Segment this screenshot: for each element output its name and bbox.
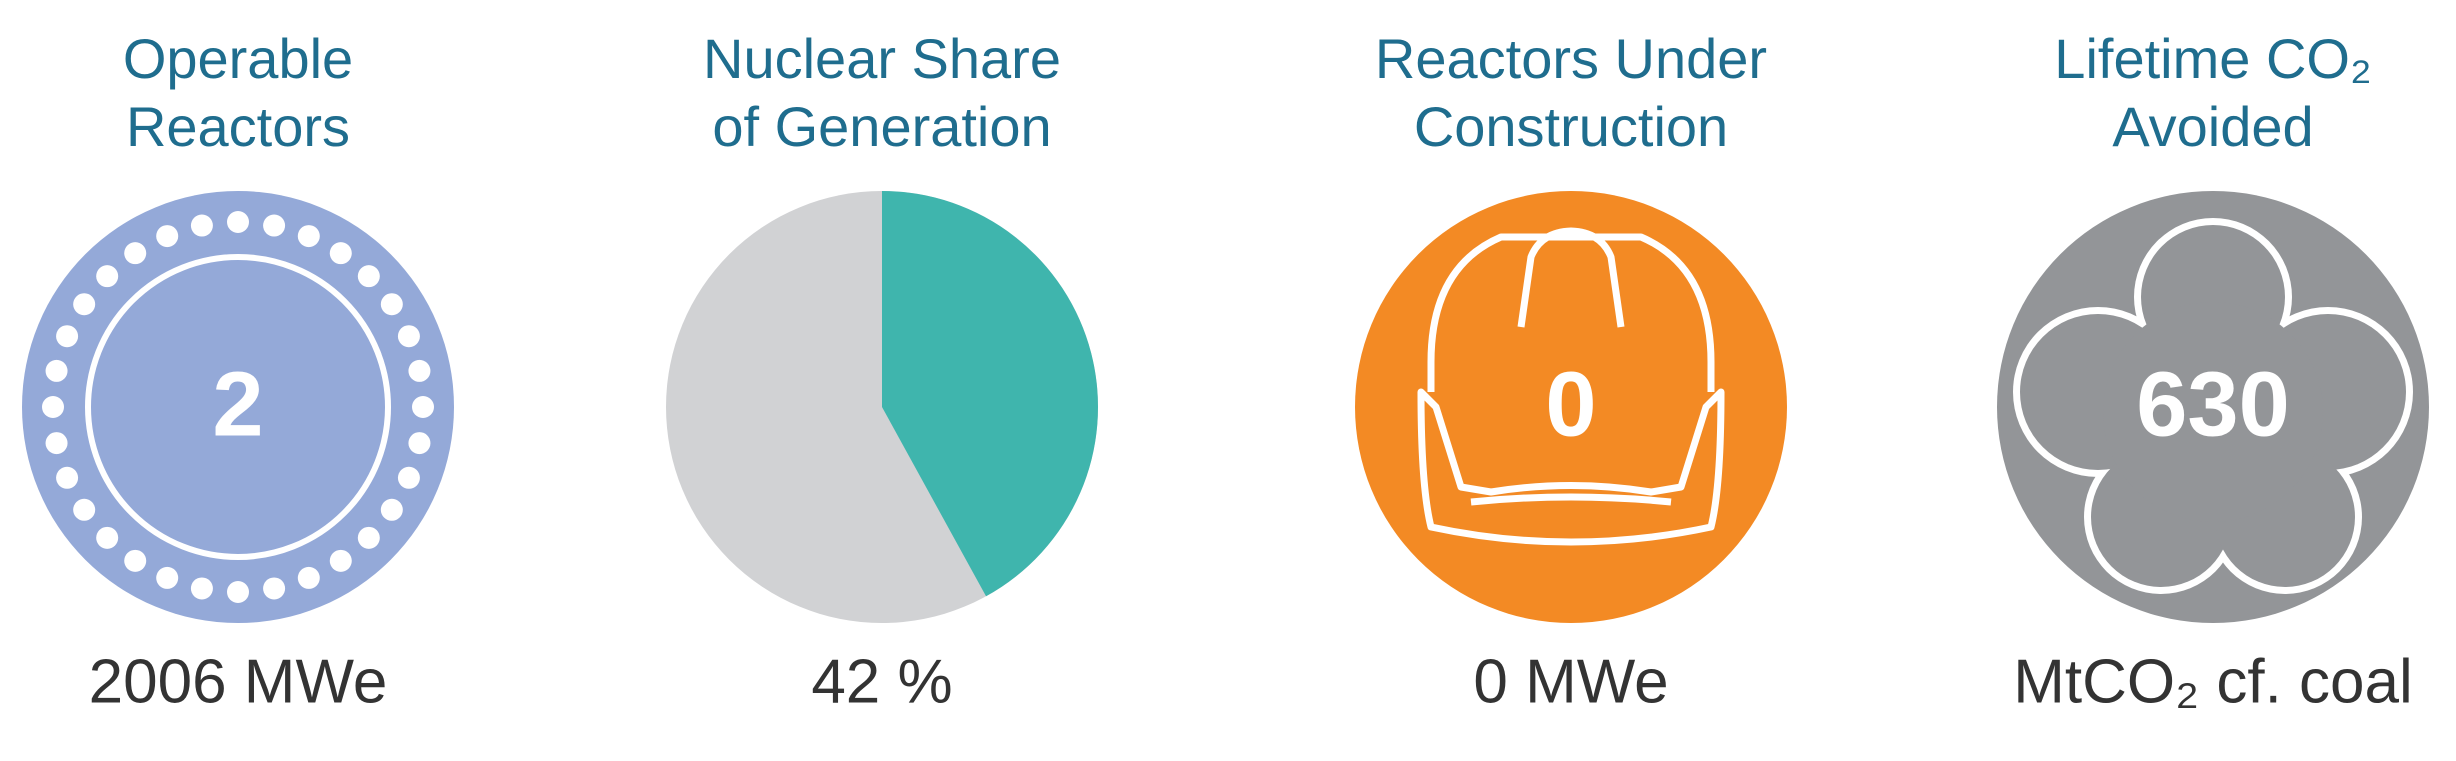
reactor-dot (42, 396, 64, 418)
reactor-dot (397, 325, 420, 348)
panel-footer: MtCO₂ cf. coal (2013, 647, 2413, 716)
reactor-dot (329, 242, 352, 265)
panel-title: Operable (123, 27, 353, 90)
panel-title: Construction (1414, 95, 1728, 158)
reactor-dot (73, 293, 96, 316)
pie-slice (882, 191, 1098, 597)
reactor-dot (297, 566, 320, 589)
panel-value: 2 (212, 353, 263, 455)
reactor-dot (56, 466, 79, 489)
panel-value: 630 (2136, 353, 2290, 455)
reactor-dot (227, 581, 249, 603)
panel-title: Avoided (2112, 95, 2313, 158)
reactor-dot (156, 566, 179, 589)
reactor-dot (124, 549, 147, 572)
hardhat-ridge (1517, 227, 1625, 328)
reactor-dot (329, 549, 352, 572)
reactor-dot (297, 225, 320, 248)
reactor-dot (45, 432, 68, 455)
reactor-dot (190, 577, 213, 600)
reactor-dot (227, 211, 249, 233)
reactor-dot (263, 577, 286, 600)
panel-title: Reactors Under (1375, 27, 1767, 90)
panel-title: Lifetime CO₂ (2054, 27, 2371, 90)
reactor-dot (408, 359, 431, 382)
reactor-dot (190, 214, 213, 237)
reactor-ring (85, 254, 391, 560)
reactor-dot (56, 325, 79, 348)
reactor-dot (380, 293, 403, 316)
panel-footer: 2006 MWe (89, 647, 388, 716)
reactor-dot (96, 265, 119, 288)
hardhat-circle (1355, 191, 1787, 623)
reactor-dot (408, 432, 431, 455)
panel-title: of Generation (712, 95, 1051, 158)
panel-footer: 42 % (811, 647, 952, 716)
panel-footer: 0 MWe (1473, 647, 1668, 716)
panel-title: Reactors (126, 95, 350, 158)
reactor-dot (156, 225, 179, 248)
reactor-dot (73, 498, 96, 521)
panel-title: Nuclear Share (703, 27, 1061, 90)
reactor-dot (357, 526, 380, 549)
hardhat-band (1470, 493, 1672, 506)
reactor-dot (96, 526, 119, 549)
reactor-dot (397, 466, 420, 489)
reactor-dot (380, 498, 403, 521)
reactor-dot (357, 265, 380, 288)
hardhat-brim (1417, 388, 1725, 546)
reactor-dot (45, 359, 68, 382)
panel-value: 0 (1545, 353, 1596, 455)
cloud-fill (2103, 302, 2323, 522)
reactor-dot (412, 396, 434, 418)
hardhat-dome (1427, 233, 1715, 392)
reactor-dot (124, 242, 147, 265)
reactor-dot (263, 214, 286, 237)
